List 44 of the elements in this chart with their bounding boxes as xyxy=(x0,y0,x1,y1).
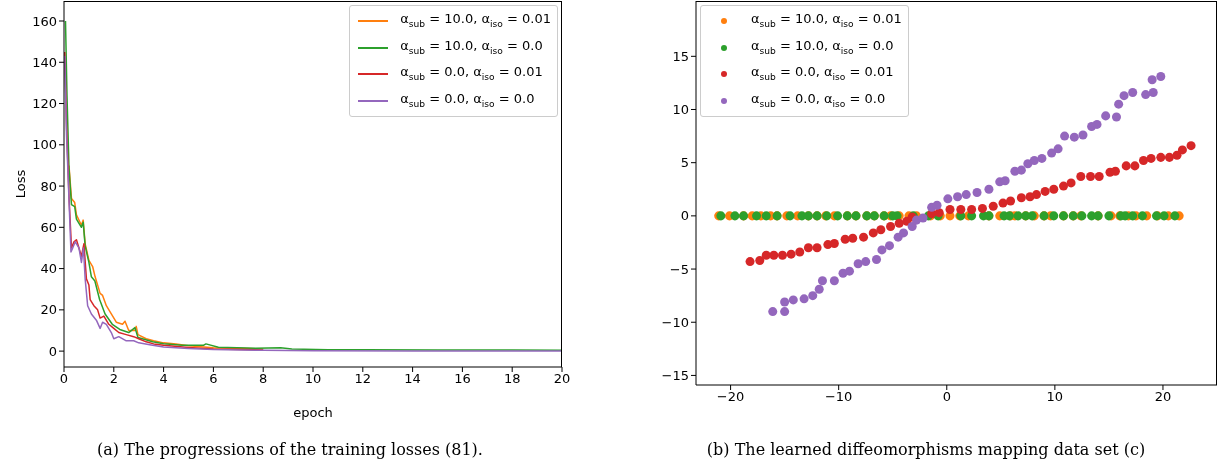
y-tick-label: 0 xyxy=(48,343,57,359)
text: (b) The learned diffeomorphisms mapping data set (c) xyxy=(705,440,1147,459)
y-tick-label: −10 xyxy=(661,314,689,330)
x-tick-label: 6 xyxy=(209,371,218,387)
y-tick-label: 0 xyxy=(680,208,689,224)
x-tick-label: 20 xyxy=(553,371,571,387)
x-tick-label: 8 xyxy=(259,371,268,387)
x-tick-label: 10 xyxy=(304,371,322,387)
legend-label: α$_{sub}$ = 0.0, α$_{iso}$ = 0.01 xyxy=(400,63,543,84)
y-tick-label: 60 xyxy=(40,219,57,235)
legend-label: α$_{sub}$ = 10.0, α$_{iso}$ = 0.0 xyxy=(751,36,894,58)
x-tick-label: 14 xyxy=(404,371,421,387)
y-tick-label: −15 xyxy=(661,368,689,384)
x-tick-label: 12 xyxy=(354,371,372,387)
legend-label: α$_{sub}$ = 0.0, α$_{iso}$ = 0.0 xyxy=(751,89,886,111)
y-tick-label: 40 xyxy=(40,261,57,277)
x-tick-label: 10 xyxy=(1046,389,1064,405)
legend-label: α$_{sub}$ = 10.0, α$_{iso}$ = 0.0 xyxy=(400,36,543,58)
x-tick-label: 20 xyxy=(1154,389,1172,405)
y-tick-label: 5 xyxy=(680,155,689,171)
x-tick-label: 2 xyxy=(109,371,118,387)
x-tick-label: 4 xyxy=(159,371,168,387)
y-tick-label: 20 xyxy=(40,302,57,318)
y-tick-label: 80 xyxy=(40,178,57,194)
y-tick-label: −5 xyxy=(669,261,689,277)
legend-label: α$_{sub}$ = 0.0, α$_{iso}$ = 0.0 xyxy=(400,89,535,111)
x-axis-title: epoch xyxy=(293,405,333,420)
y-tick-label: 10 xyxy=(672,102,689,118)
legend-label: α$_{sub}$ = 0.0, α$_{iso}$ = 0.01 xyxy=(751,63,894,84)
y-axis-title: Loss xyxy=(12,169,28,199)
text: (a) The progressions of the training losses (81). xyxy=(96,440,484,459)
y-tick-label: 120 xyxy=(32,96,57,112)
y-tick-label: 140 xyxy=(32,54,57,70)
x-tick-label: −20 xyxy=(716,389,745,405)
x-tick-label: 0 xyxy=(59,371,69,387)
y-tick-label: 100 xyxy=(32,137,57,153)
y-tick-label: 15 xyxy=(672,48,689,64)
legend-label: α$_{sub}$ = 10.0, α$_{iso}$ = 0.01 xyxy=(751,10,902,31)
x-tick-label: 16 xyxy=(454,371,471,387)
x-tick-label: 18 xyxy=(503,371,521,387)
y-tick-label: 160 xyxy=(32,13,57,29)
x-tick-label: 0 xyxy=(942,389,951,405)
x-tick-label: −10 xyxy=(824,389,853,405)
legend-label: α$_{sub}$ = 10.0, α$_{iso}$ = 0.01 xyxy=(400,10,551,31)
